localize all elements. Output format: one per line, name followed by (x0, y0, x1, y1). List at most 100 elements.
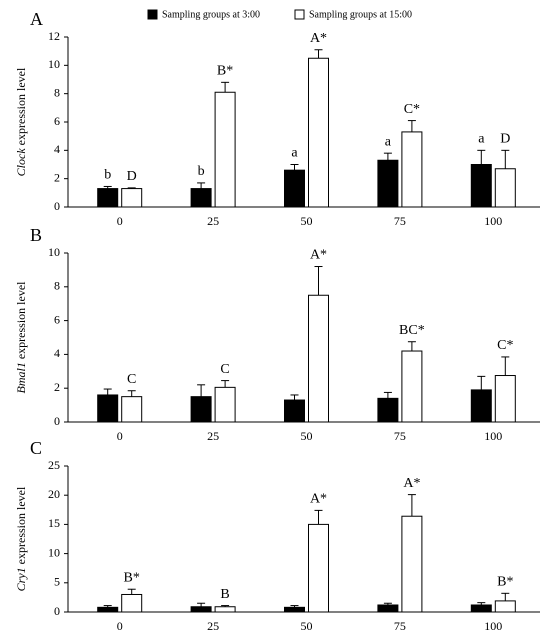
bar (377, 397, 399, 423)
bar (308, 57, 329, 208)
y-axis-gene: Bmal1 (14, 362, 28, 393)
y-tick-label: 4 (54, 142, 60, 156)
bar-label: a (478, 132, 485, 147)
y-tick-label: 6 (54, 114, 60, 128)
bar (377, 159, 399, 208)
bar-label: A* (310, 31, 327, 46)
bar-label: a (291, 146, 298, 161)
x-tick-label: 25 (207, 214, 219, 228)
bar (470, 164, 492, 208)
x-tick-label: 100 (484, 214, 502, 228)
y-axis-label: Bmal1 expression level (14, 281, 28, 394)
x-tick-label: 75 (394, 619, 406, 633)
y-axis-label-text: expression level (14, 281, 28, 359)
y-tick-label: 4 (54, 346, 60, 360)
bar (214, 606, 236, 613)
panel-letter: A (30, 9, 43, 29)
bar (97, 188, 119, 208)
bar (494, 600, 516, 613)
x-tick-label: 50 (301, 214, 313, 228)
x-tick-label: 25 (207, 429, 219, 443)
y-tick-label: 10 (48, 245, 60, 259)
y-tick-label: 12 (48, 29, 60, 43)
bar (401, 131, 423, 208)
bar (401, 350, 423, 423)
bar-label: A* (310, 492, 327, 507)
bar (377, 604, 399, 613)
bar-label: A* (403, 476, 420, 491)
bar-label: D (127, 169, 137, 184)
legend-label: Sampling groups at 15:00 (309, 9, 412, 20)
y-tick-label: 10 (48, 57, 60, 71)
y-axis-label-text: expression level (14, 486, 28, 564)
legend-swatch (147, 9, 158, 20)
y-axis-label: Cry1 expression level (14, 486, 28, 591)
y-tick-label: 2 (54, 380, 60, 394)
y-tick-label: 25 (48, 458, 60, 472)
y-tick-label: 0 (54, 604, 60, 618)
bar (284, 399, 305, 423)
y-tick-label: 8 (54, 279, 60, 293)
bar-label: b (198, 164, 205, 179)
bar-label: B* (124, 570, 140, 585)
bar (121, 593, 143, 613)
y-axis-gene: Clock (14, 148, 28, 177)
panel-letter: C (30, 438, 42, 458)
bar (121, 396, 143, 423)
bar-label: B* (217, 64, 233, 79)
bar-label: BC* (399, 323, 425, 338)
bar (214, 386, 236, 423)
y-tick-label: 15 (48, 516, 60, 530)
legend-swatch (294, 9, 305, 20)
x-tick-label: 50 (301, 429, 313, 443)
bar-label: B* (497, 575, 513, 590)
x-tick-label: 50 (301, 619, 313, 633)
bar (401, 515, 423, 613)
bar-label: D (500, 132, 510, 147)
y-tick-label: 2 (54, 170, 60, 184)
y-tick-label: 0 (54, 199, 60, 213)
bar (190, 188, 212, 208)
bar (308, 523, 329, 613)
y-axis-gene: Cry1 (14, 567, 28, 591)
bar (494, 375, 516, 423)
x-tick-label: 0 (117, 619, 123, 633)
x-tick-label: 75 (394, 429, 406, 443)
bar (284, 169, 305, 208)
panel-letter: B (30, 225, 42, 245)
bar (121, 188, 143, 208)
bar-label: C* (404, 102, 420, 117)
x-tick-label: 25 (207, 619, 219, 633)
bar (308, 294, 329, 423)
bar-label: B (220, 587, 229, 602)
bar (97, 394, 119, 423)
y-tick-label: 5 (54, 575, 60, 589)
y-tick-label: 10 (48, 545, 60, 559)
bar (190, 606, 212, 613)
x-tick-label: 0 (117, 214, 123, 228)
bar (494, 168, 516, 208)
bar-label: a (385, 134, 392, 149)
bar-label: A* (310, 248, 327, 263)
bar-label: C* (497, 338, 513, 353)
bar (284, 606, 305, 613)
y-tick-label: 6 (54, 312, 60, 326)
y-axis-label-text: expression level (14, 67, 28, 145)
x-tick-label: 0 (117, 429, 123, 443)
bar-label: C (127, 372, 136, 387)
bar (470, 604, 492, 613)
x-tick-label: 100 (484, 429, 502, 443)
x-tick-label: 100 (484, 619, 502, 633)
bar (470, 389, 492, 423)
bar-label: b (104, 168, 111, 183)
y-tick-label: 8 (54, 85, 60, 99)
bar (97, 606, 119, 613)
x-tick-label: 75 (394, 214, 406, 228)
bar (214, 91, 236, 208)
y-tick-label: 20 (48, 487, 60, 501)
bar-label: C (220, 362, 229, 377)
bar (190, 396, 212, 423)
y-tick-label: 0 (54, 414, 60, 428)
y-axis-label: Clock expression level (14, 67, 28, 176)
